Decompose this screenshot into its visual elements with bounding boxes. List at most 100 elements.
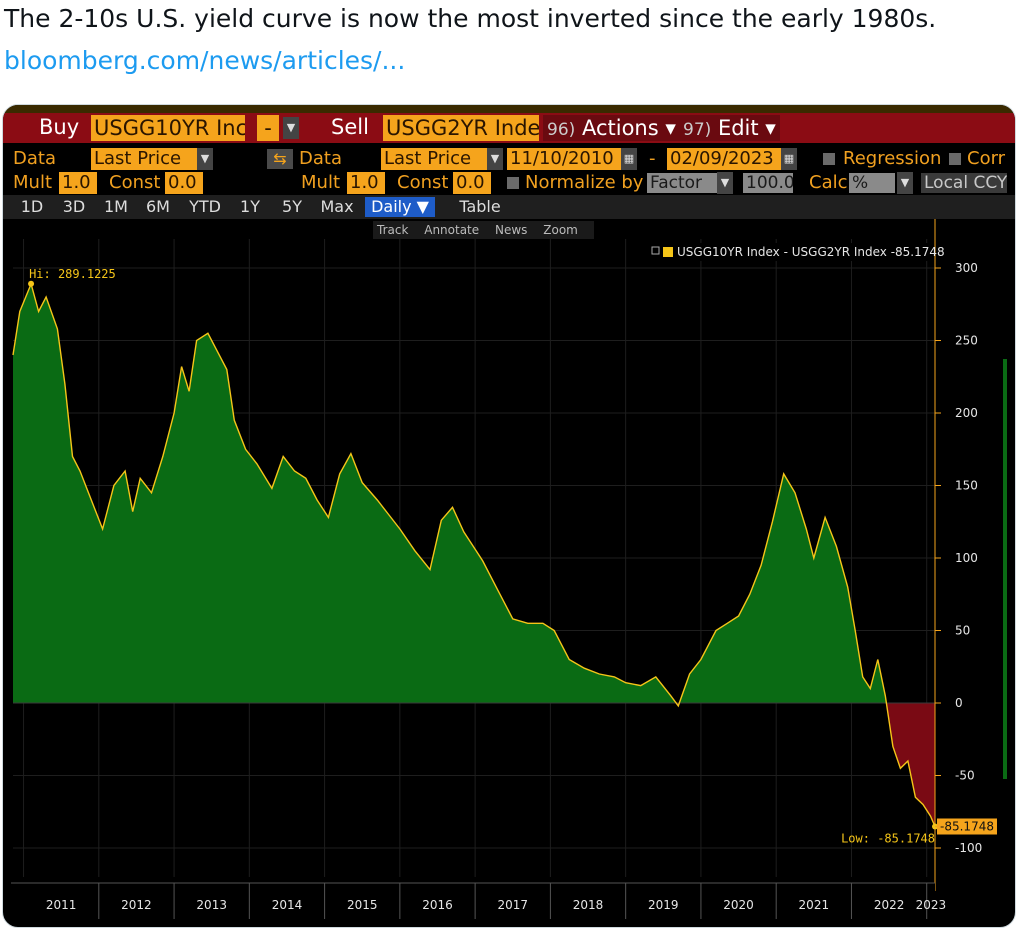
- y-tick-label: 250: [955, 334, 978, 348]
- normalize-label: Normalize by: [525, 172, 644, 193]
- sell-label: Sell: [331, 115, 369, 139]
- timeframe-1y-button[interactable]: 1Y: [240, 197, 260, 216]
- positive-area: [13, 283, 935, 703]
- zoom-tool[interactable]: Zoom: [543, 223, 578, 237]
- calc-dropdown-icon[interactable]: ▼: [897, 172, 913, 194]
- timeframe-1m-button[interactable]: 1M: [104, 197, 128, 216]
- buy-ticker-input[interactable]: USGG10YR Inc: [91, 115, 245, 141]
- y-tick-label: 300: [955, 261, 978, 275]
- news-tool[interactable]: News: [494, 223, 528, 237]
- currency-select[interactable]: Local CCY: [921, 173, 1007, 193]
- corr-checkbox[interactable]: [949, 153, 961, 165]
- calc-select[interactable]: %: [849, 173, 895, 193]
- tweet-text: The 2-10s U.S. yield curve is now the mo…: [4, 4, 937, 33]
- factor-value-input[interactable]: 100.0: [743, 173, 793, 193]
- spread-chart[interactable]: 300 250 200 150 100 50 0 -50 -100 2011 2012 2013 20…: [11, 219, 1007, 919]
- operator-dropdown-icon[interactable]: ▼: [283, 117, 299, 139]
- data2-label: Data: [299, 148, 342, 169]
- data2-select[interactable]: Last Price: [381, 148, 487, 170]
- timeframe-1d-button[interactable]: 1D: [20, 197, 44, 216]
- timeframe-ytd-button[interactable]: YTD: [189, 197, 221, 216]
- data-label: Data: [13, 148, 56, 169]
- edit-button[interactable]: 97) Edit ▾: [679, 115, 780, 141]
- start-date-input[interactable]: 11/10/2010: [507, 148, 621, 170]
- factor-dropdown-icon[interactable]: ▼: [717, 172, 733, 194]
- data2-dropdown-icon[interactable]: ▼: [487, 148, 503, 170]
- legend-swatch: [663, 247, 673, 257]
- sell-ticker-input[interactable]: USGG2YR Inde: [383, 115, 539, 141]
- timeframe-3d-button[interactable]: 3D: [62, 197, 86, 216]
- data-settings-bar: Data Last Price ▼ ⇆ Data Last Price ▼ 11…: [3, 147, 1015, 171]
- buy-label: Buy: [39, 115, 80, 139]
- regression-label: Regression: [843, 148, 942, 169]
- top-strip: [3, 105, 1015, 113]
- tweet-link[interactable]: bloomberg.com/news/articles/...: [4, 46, 406, 75]
- swap-icon[interactable]: ⇆: [267, 149, 293, 169]
- high-marker: [28, 280, 35, 287]
- ticker-bar: Buy USGG10YR Inc - ▼ Sell USGG2YR Inde 9…: [3, 113, 1015, 143]
- y-tick-label: 50: [955, 624, 970, 638]
- edit-label: Edit ▾: [717, 116, 776, 140]
- legend-box: [647, 243, 931, 261]
- side-indicator: [1003, 359, 1007, 779]
- last-value-badge: [937, 818, 997, 835]
- const2-input[interactable]: 0.0: [453, 172, 491, 194]
- const-input[interactable]: 0.0: [165, 172, 203, 194]
- const2-label: Const: [397, 172, 449, 193]
- mult-label: Mult: [13, 172, 52, 193]
- end-date-input[interactable]: 02/09/2023: [667, 148, 781, 170]
- x-tick-label: 2017: [497, 898, 528, 912]
- mult2-input[interactable]: 1.0: [347, 172, 385, 194]
- start-calendar-icon[interactable]: ▦: [621, 148, 637, 170]
- date-dash: -: [649, 148, 656, 169]
- edit-number: 97): [683, 120, 712, 140]
- x-tick-label: 2021: [799, 898, 830, 912]
- const-label: Const: [109, 172, 161, 193]
- y-tick-label: -100: [955, 841, 982, 855]
- y-tick-label: 100: [955, 551, 978, 565]
- normalize-checkbox[interactable]: [507, 177, 519, 189]
- y-tick-label: -50: [955, 769, 975, 783]
- actions-button[interactable]: 96) Actions ▾: [543, 115, 680, 141]
- x-tick-label: 2012: [121, 898, 152, 912]
- x-tick-label: 2022: [874, 898, 905, 912]
- y-tick-label: 200: [955, 406, 978, 420]
- operator-field[interactable]: -: [257, 115, 279, 141]
- regression-checkbox[interactable]: [823, 153, 835, 165]
- timeframe-bar: [3, 195, 1015, 219]
- end-calendar-icon[interactable]: ▦: [781, 148, 797, 170]
- timeframe-6m-button[interactable]: 6M: [146, 197, 170, 216]
- y-tick-label: 150: [955, 479, 978, 493]
- data-dropdown-icon[interactable]: ▼: [197, 148, 213, 170]
- factor-select[interactable]: Factor: [647, 173, 717, 193]
- mult-input[interactable]: 1.0: [59, 172, 97, 194]
- low-label: Low: -85.1748: [841, 832, 935, 846]
- spread-line: [12, 281, 936, 827]
- timeframe-max-button[interactable]: Max: [320, 197, 354, 216]
- actions-label: Actions ▾: [581, 116, 676, 140]
- x-tick-label: 2018: [573, 898, 604, 912]
- x-tick-label: 2023: [916, 898, 947, 912]
- table-button[interactable]: Table: [459, 197, 501, 216]
- x-tick-label: 2013: [196, 898, 227, 912]
- timeframe-5y-button[interactable]: 5Y: [282, 197, 302, 216]
- annotate-tool[interactable]: Annotate: [424, 223, 480, 237]
- x-tick-label: 2016: [422, 898, 453, 912]
- data-select[interactable]: Last Price: [91, 148, 197, 170]
- x-tick-label: 2015: [347, 898, 378, 912]
- last-value-text: -85.1748: [940, 820, 994, 834]
- terminal-screenshot: Buy USGG10YR Inc - ▼ Sell USGG2YR Inde 9…: [2, 104, 1016, 928]
- x-axis-band: [11, 883, 935, 919]
- mult2-label: Mult: [301, 172, 340, 193]
- x-tick-label: 2011: [46, 898, 77, 912]
- x-tick-label: 2020: [723, 898, 754, 912]
- multiplier-bar: Mult 1.0 Const 0.0 Mult 1.0 Const 0.0 No…: [3, 171, 1015, 195]
- chart-area: 300 250 200 150 100 50 0 -50 -100 2011 2012 2013 20…: [11, 219, 1007, 919]
- y-tick-label: 0: [955, 696, 963, 710]
- high-label: Hi: 289.1225: [29, 267, 116, 281]
- x-tick-label: 2014: [272, 898, 303, 912]
- chart-toolbar: Track Annotate News Zoom: [373, 221, 594, 239]
- frequency-dropdown[interactable]: Daily ▼: [365, 197, 435, 217]
- corr-label: Corr: [967, 148, 1006, 169]
- track-tool[interactable]: Track: [377, 223, 409, 237]
